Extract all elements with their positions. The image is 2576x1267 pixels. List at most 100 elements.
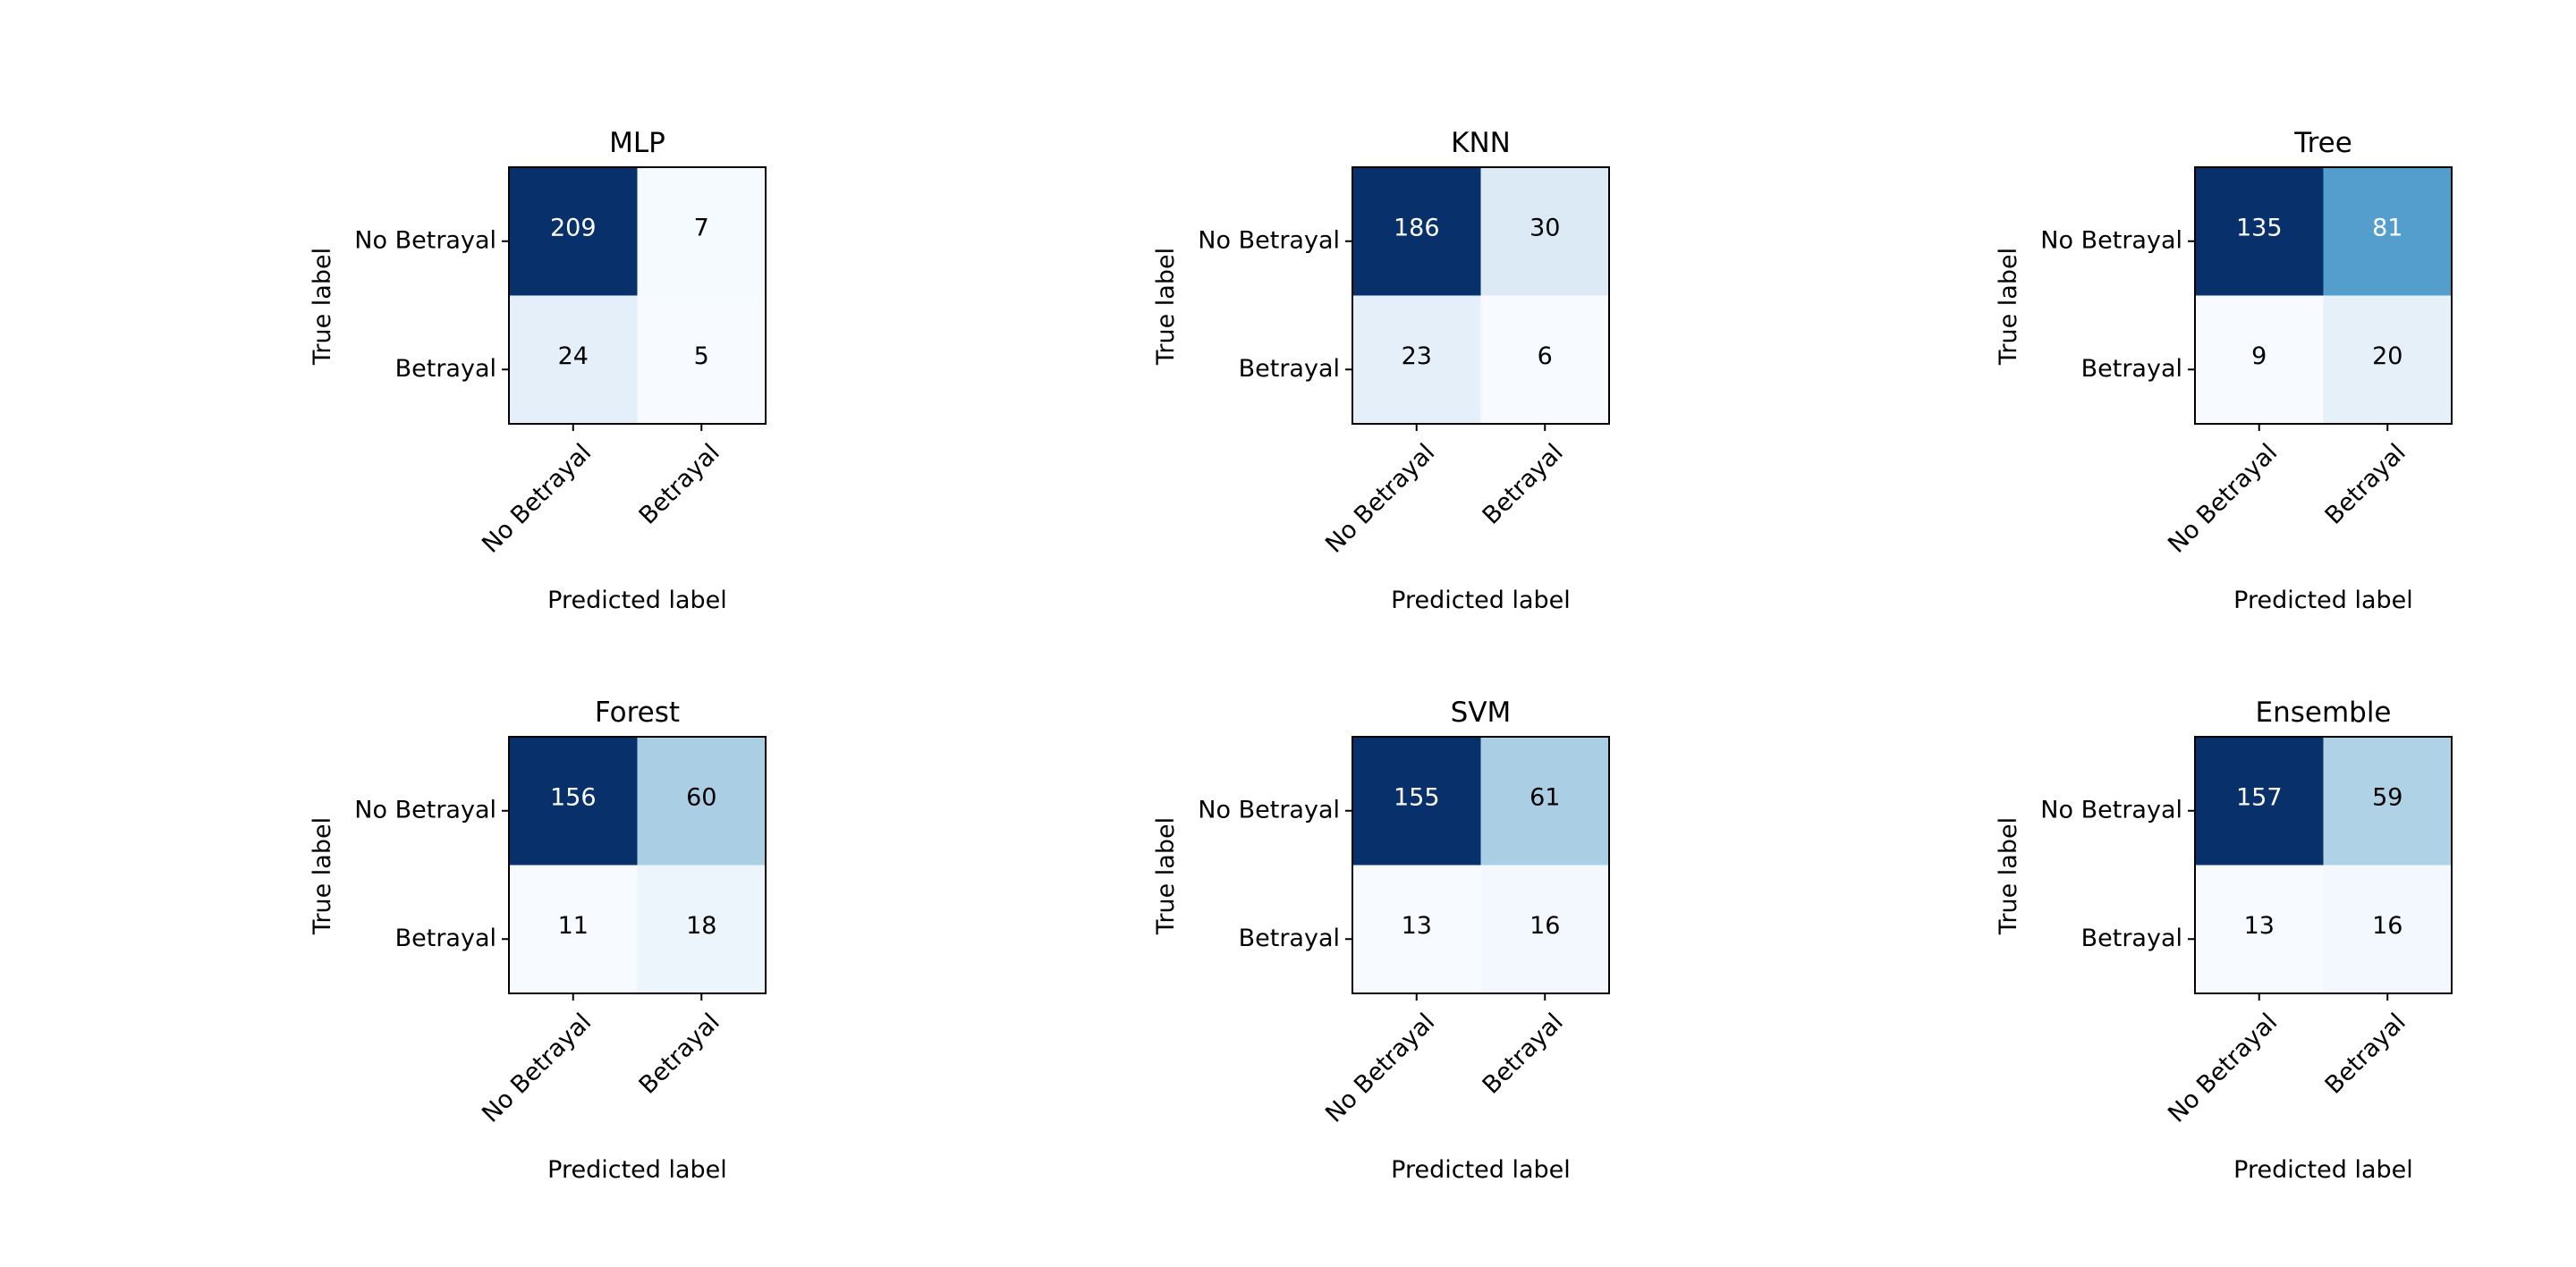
- cell-svm-0-0: [1352, 737, 1481, 866]
- cell-value-svm-0-1: 61: [1530, 783, 1560, 811]
- frame-ensemble: [2194, 736, 2453, 994]
- cell-value-forest-1-0: 11: [558, 912, 589, 940]
- panel-ensemble: 157 59 13 16 Ensemble No Betrayal Betrayal No B…: [1995, 697, 2453, 1184]
- cell-tree-0-1: [2323, 167, 2452, 296]
- cell-value-forest-1-1: 18: [686, 912, 716, 940]
- cell-value-knn-0-0: 186: [1394, 214, 1440, 241]
- cell-value-forest-0-1: 60: [686, 783, 716, 811]
- cell-mlp-1-0: [509, 295, 638, 424]
- y-tick-label-svm-1: Betrayal: [1239, 925, 1340, 952]
- frame-mlp: [508, 166, 767, 425]
- cell-value-mlp-1-1: 5: [694, 342, 709, 370]
- x-tick-label-knn-0: No Betrayal: [1320, 439, 1440, 559]
- cell-ensemble-0-0: [2195, 737, 2324, 866]
- panel-mlp: 209 7 24 5 MLP No Betrayal Betrayal No Betrayal…: [309, 127, 767, 614]
- y-tick-label-tree-0: No Betrayal: [2040, 226, 2182, 254]
- x-tick-label-svm-1: Betrayal: [1478, 1009, 1569, 1100]
- cell-value-mlp-0-1: 7: [694, 214, 709, 241]
- cell-ensemble-1-0: [2195, 865, 2324, 993]
- cell-value-ensemble-1-1: 16: [2372, 912, 2402, 940]
- x-axis-label-mlp: Predicted label: [547, 587, 727, 614]
- y-tick-label-svm-0: No Betrayal: [1198, 796, 1340, 824]
- cell-forest-0-1: [637, 737, 766, 866]
- cell-ensemble-0-1: [2323, 737, 2452, 866]
- x-axis-label-forest: Predicted label: [547, 1156, 727, 1184]
- cell-tree-1-1: [2323, 295, 2452, 424]
- cell-value-ensemble-0-0: 157: [2236, 783, 2283, 811]
- cell-value-knn-1-0: 23: [1402, 342, 1432, 370]
- x-axis-label-svm: Predicted label: [1391, 1156, 1571, 1184]
- x-tick-label-mlp-1: Betrayal: [634, 439, 725, 530]
- x-tick-label-ensemble-0: No Betrayal: [2163, 1009, 2283, 1128]
- y-tick-label-knn-1: Betrayal: [1239, 355, 1340, 383]
- cell-value-svm-0-0: 155: [1394, 783, 1440, 811]
- title-knn: KNN: [1451, 127, 1511, 159]
- y-tick-label-mlp-0: No Betrayal: [354, 226, 496, 254]
- x-tick-label-tree-0: No Betrayal: [2163, 439, 2283, 559]
- cell-value-forest-0-0: 156: [550, 783, 597, 811]
- title-tree: Tree: [2293, 127, 2352, 159]
- cell-mlp-0-1: [637, 167, 766, 296]
- cell-value-tree-0-0: 135: [2236, 214, 2283, 241]
- y-axis-label-svm: True label: [1152, 817, 1180, 935]
- frame-knn: [1352, 166, 1610, 425]
- cell-ensemble-1-1: [2323, 865, 2452, 993]
- cell-value-svm-1-1: 16: [1530, 912, 1560, 940]
- cell-value-svm-1-0: 13: [1402, 912, 1432, 940]
- panel-forest: 156 60 11 18 Forest No Betrayal Betrayal No Bet…: [309, 697, 767, 1184]
- cell-tree-1-0: [2195, 295, 2324, 424]
- panel-knn: 186 30 23 6 KNN No Betrayal Betrayal No Betraya…: [1152, 127, 1610, 614]
- cell-mlp-1-1: [637, 295, 766, 424]
- y-axis-label-ensemble: True label: [1995, 817, 2022, 935]
- y-tick-label-ensemble-0: No Betrayal: [2040, 796, 2182, 824]
- cell-value-knn-1-1: 6: [1538, 342, 1553, 370]
- y-tick-label-ensemble-1: Betrayal: [2081, 925, 2182, 952]
- y-tick-label-forest-1: Betrayal: [395, 925, 496, 952]
- title-forest: Forest: [595, 697, 680, 729]
- y-tick-label-mlp-1: Betrayal: [395, 355, 496, 383]
- cell-svm-1-1: [1480, 865, 1609, 993]
- x-tick-label-svm-0: No Betrayal: [1320, 1009, 1440, 1128]
- cell-knn-1-1: [1480, 295, 1609, 424]
- cell-value-tree-0-1: 81: [2372, 214, 2402, 241]
- cell-value-tree-1-0: 9: [2251, 342, 2267, 370]
- y-axis-label-mlp: True label: [309, 248, 336, 366]
- y-tick-label-knn-0: No Betrayal: [1198, 226, 1340, 254]
- cell-value-ensemble-1-0: 13: [2244, 912, 2275, 940]
- x-tick-label-tree-1: Betrayal: [2320, 439, 2411, 530]
- y-tick-label-tree-1: Betrayal: [2081, 355, 2182, 383]
- x-tick-label-forest-1: Betrayal: [634, 1009, 725, 1100]
- frame-tree: [2194, 166, 2453, 425]
- x-tick-label-forest-0: No Betrayal: [477, 1009, 597, 1128]
- cell-forest-1-0: [509, 865, 638, 993]
- frame-svm: [1352, 736, 1610, 994]
- panel-svm: 155 61 13 16 SVM No Betrayal Betrayal No Betray…: [1152, 697, 1610, 1184]
- y-axis-label-knn: True label: [1152, 248, 1180, 366]
- panel-tree: 135 81 9 20 Tree No Betrayal Betrayal No Betray…: [1995, 127, 2453, 614]
- cell-knn-0-1: [1480, 167, 1609, 296]
- x-tick-label-knn-1: Betrayal: [1478, 439, 1569, 530]
- x-tick-label-ensemble-1: Betrayal: [2320, 1009, 2411, 1100]
- cell-value-mlp-0-0: 209: [550, 214, 597, 241]
- cell-value-tree-1-1: 20: [2372, 342, 2402, 370]
- cell-value-ensemble-0-1: 59: [2372, 783, 2402, 811]
- frame-forest: [508, 736, 767, 994]
- title-svm: SVM: [1451, 697, 1512, 729]
- title-mlp: MLP: [609, 127, 665, 159]
- x-axis-label-knn: Predicted label: [1391, 587, 1571, 614]
- cell-forest-1-1: [637, 865, 766, 993]
- y-axis-label-forest: True label: [309, 817, 336, 935]
- title-ensemble: Ensemble: [2255, 697, 2391, 729]
- cell-mlp-0-0: [509, 167, 638, 296]
- cell-value-knn-0-1: 30: [1530, 214, 1560, 241]
- x-axis-label-ensemble: Predicted label: [2233, 1156, 2413, 1184]
- cell-knn-0-0: [1352, 167, 1481, 296]
- cell-svm-1-0: [1352, 865, 1481, 993]
- cell-knn-1-0: [1352, 295, 1481, 424]
- y-axis-label-tree: True label: [1995, 248, 2022, 366]
- cell-value-mlp-1-0: 24: [558, 342, 589, 370]
- x-axis-label-tree: Predicted label: [2233, 587, 2413, 614]
- cell-tree-0-0: [2195, 167, 2324, 296]
